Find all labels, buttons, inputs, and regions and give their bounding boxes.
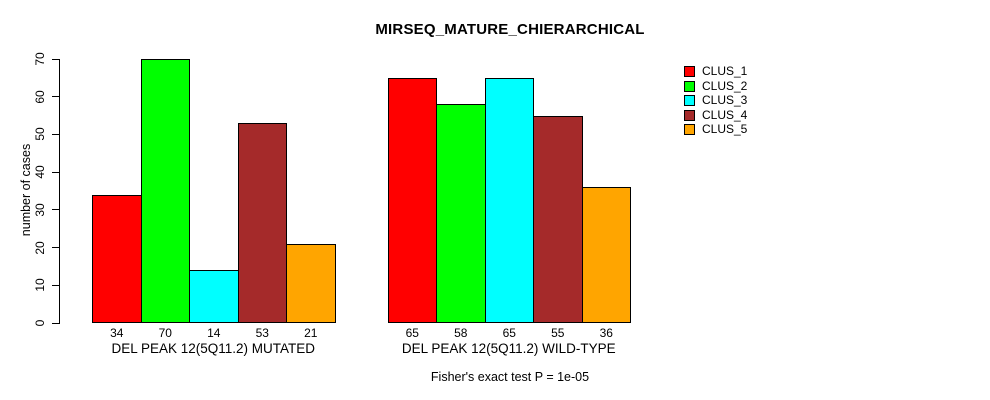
bar-clus_4-group1 <box>237 123 287 323</box>
y-tick-label: 0 <box>33 319 47 327</box>
y-axis-tick <box>52 284 59 286</box>
legend-color-swatch <box>684 95 695 106</box>
bar-value-label: 21 <box>304 326 318 340</box>
legend-color-swatch <box>684 109 695 121</box>
y-axis-tick <box>52 58 59 60</box>
y-axis-title: number of cases <box>19 143 33 237</box>
legend-item: CLUS_4 <box>684 107 748 122</box>
y-tick-label: 50 <box>33 127 47 142</box>
legend-item: CLUS_5 <box>684 122 748 136</box>
chart-title: MIRSEQ_MATURE_CHIERARCHICAL <box>375 21 645 38</box>
y-axis-tick <box>52 322 59 324</box>
bar-clus_1-group2 <box>387 77 437 323</box>
legend-label: CLUS_4 <box>702 107 748 122</box>
x-group-label: DEL PEAK 12(5Q11.2) MUTATED <box>111 341 316 356</box>
bar-value-label: 34 <box>110 326 124 340</box>
legend-label: CLUS_2 <box>702 78 748 93</box>
bar-value-label: 58 <box>454 326 468 340</box>
y-axis-tick <box>52 171 59 173</box>
y-tick-label: 40 <box>33 165 47 179</box>
bar-value-label: 55 <box>551 326 565 340</box>
y-tick-label: 30 <box>33 203 47 217</box>
y-tick-label: 10 <box>33 278 47 292</box>
y-tick-label: 70 <box>33 52 47 66</box>
bar-clus_2-group2 <box>436 104 486 323</box>
legend-item: CLUS_1 <box>684 64 748 78</box>
bar-clus_3-group1 <box>189 270 239 323</box>
legend: CLUS_1 CLUS_2 CLUS_3 CLUS_4 CLUS_5 <box>684 64 748 139</box>
annotation-text: Fisher's exact test P = 1e-05 <box>430 370 590 384</box>
y-tick-label: 20 <box>33 240 47 255</box>
bar-clus_1-group1 <box>92 194 142 323</box>
legend-color-swatch <box>684 66 695 77</box>
bar-value-label: 53 <box>255 326 269 340</box>
legend-color-swatch <box>684 124 695 135</box>
legend-label: CLUS_1 <box>702 64 748 78</box>
legend-label: CLUS_3 <box>702 93 748 107</box>
y-axis-tick <box>52 133 59 135</box>
bar-clus_4-group2 <box>533 115 583 323</box>
bar-value-label: 65 <box>405 326 419 340</box>
bar-value-label: 36 <box>599 326 613 340</box>
y-axis-tick <box>52 96 59 98</box>
x-group-label: DEL PEAK 12(5Q11.2) WILD-TYPE <box>401 341 616 356</box>
legend-item: CLUS_3 <box>684 93 748 107</box>
bar-value-label: 14 <box>207 326 221 340</box>
bar-clus_3-group2 <box>484 77 534 323</box>
y-axis-line <box>59 58 60 324</box>
bar-value-label: 65 <box>502 326 516 340</box>
bar-clus_5-group1 <box>286 243 336 323</box>
bar-clus_2-group1 <box>140 59 190 323</box>
legend-label: CLUS_5 <box>702 122 748 136</box>
bar-clus_5-group2 <box>581 187 631 323</box>
legend-item: CLUS_2 <box>684 78 748 93</box>
y-axis-tick <box>52 209 59 211</box>
y-axis-tick <box>52 247 59 249</box>
bar-value-label: 70 <box>158 326 172 340</box>
y-tick-label: 60 <box>33 90 47 104</box>
legend-color-swatch <box>684 80 695 92</box>
